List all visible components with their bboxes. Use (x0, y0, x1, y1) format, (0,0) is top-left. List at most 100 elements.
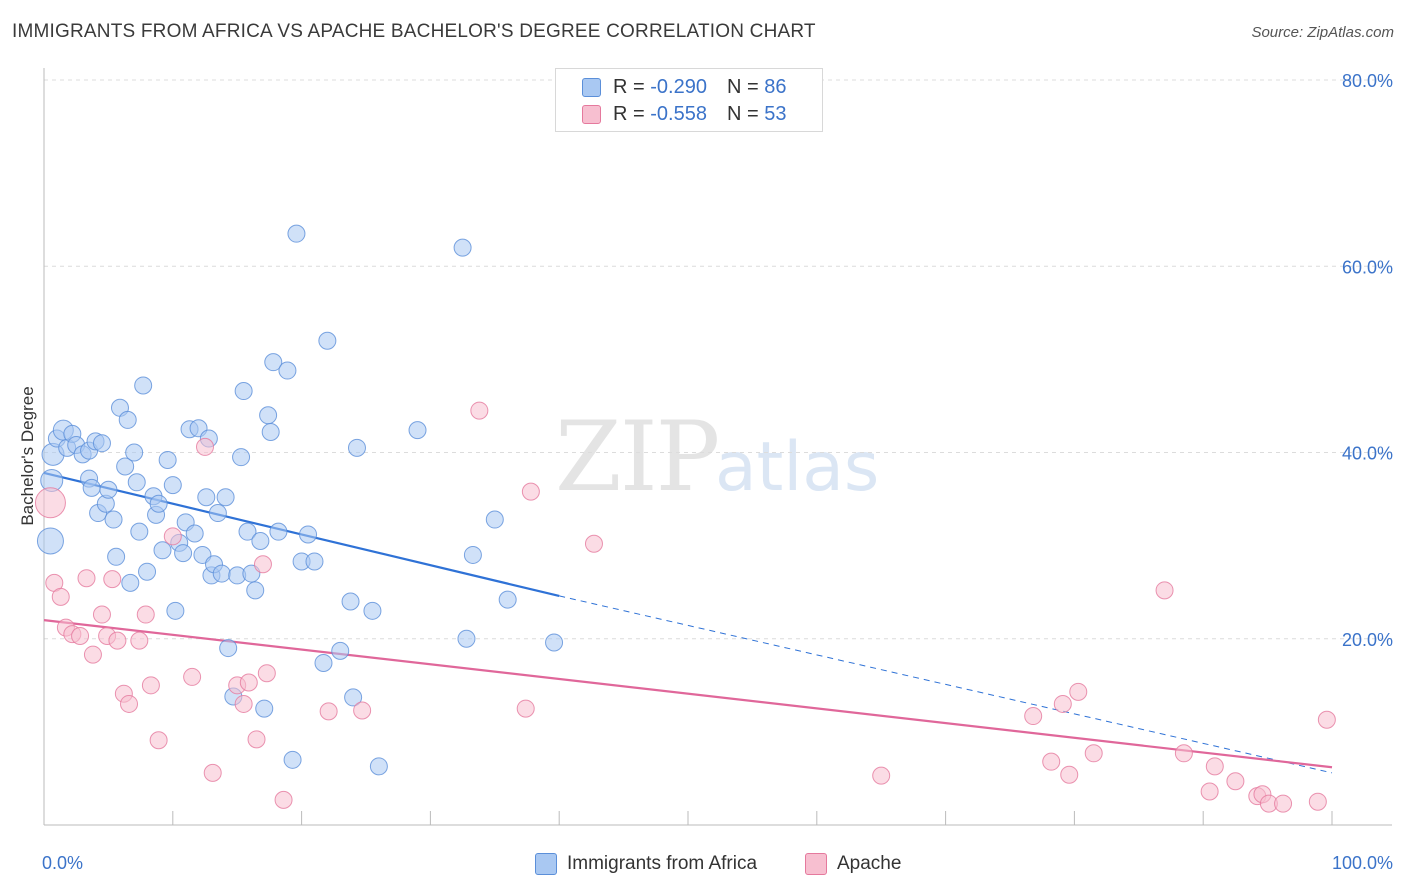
africa-point (234, 382, 253, 401)
legend-r-label: R = (613, 75, 645, 98)
africa-point (485, 510, 504, 529)
africa-point (232, 448, 251, 467)
legend-row-africa: R = -0.290 N = 86 (582, 74, 786, 100)
apache-point (274, 790, 293, 809)
africa-point (127, 473, 146, 492)
apache-point (1084, 744, 1103, 763)
apache-point (1069, 682, 1088, 701)
apache-point (470, 401, 489, 420)
africa-point (331, 641, 350, 660)
africa-point (344, 688, 363, 707)
chart-title: IMMIGRANTS FROM AFRICA VS APACHE BACHELO… (12, 21, 816, 42)
apache-point (92, 605, 111, 624)
africa-point (138, 562, 157, 581)
legend-n-value: 86 (764, 75, 787, 98)
africa-point (153, 541, 172, 560)
apache-point (51, 587, 70, 606)
gridlines (44, 79, 1392, 640)
africa-point (259, 406, 278, 425)
watermark: ZIP atlas (555, 401, 879, 513)
apache-point (521, 482, 540, 501)
bottom-legend-label-apache: Apache (837, 853, 902, 874)
apache-point (1200, 782, 1219, 801)
africa-point (283, 750, 302, 769)
apache-point (71, 626, 90, 645)
africa-point (219, 639, 238, 658)
legend-swatch-apache (582, 104, 601, 124)
apache-point (584, 534, 603, 553)
chart-source: Source: ZipAtlas.com (1251, 24, 1394, 41)
apache-point (130, 631, 149, 650)
watermark-atlas: atlas (715, 428, 879, 507)
apache-point (108, 631, 127, 650)
watermark-zip: ZIP (555, 401, 718, 513)
africa-point (149, 494, 168, 513)
legend-n-label: N = (726, 102, 759, 125)
africa-point (251, 531, 270, 550)
africa-point (134, 376, 153, 395)
apache-point (1053, 694, 1072, 713)
apache-point (1042, 752, 1061, 771)
data-points (34, 224, 1336, 813)
africa-point (99, 480, 118, 499)
apache-point (1317, 710, 1336, 729)
apache-point (1274, 794, 1293, 813)
legend-row-apache: R = -0.558 N = 53 (582, 101, 786, 127)
africa-point (287, 224, 306, 243)
africa-point (185, 524, 204, 543)
bottom-legend-africa: Immigrants from Africa (535, 852, 757, 876)
apache-point (34, 487, 66, 519)
africa-point (158, 450, 177, 469)
y-tick-label: 40.0% (1342, 444, 1393, 464)
trend-lines (43, 471, 1333, 774)
apache-point (183, 667, 202, 686)
africa-point (212, 564, 231, 583)
apache-point (103, 570, 122, 589)
apache-point (203, 763, 222, 782)
africa-point (104, 510, 123, 529)
x-tick-label: 100.0% (1332, 853, 1393, 873)
africa-point (314, 653, 333, 672)
africa-point (82, 478, 101, 497)
apache-point (253, 555, 272, 574)
africa-point (121, 573, 140, 592)
apache-point (136, 605, 155, 624)
africa-point (125, 443, 144, 462)
apache-point (141, 676, 160, 695)
apache-point (257, 664, 276, 683)
y-tick-label: 80.0% (1342, 71, 1393, 91)
africa-trend-extension (559, 595, 1333, 774)
legend-r-value: -0.558 (650, 102, 707, 125)
apache-point (163, 527, 182, 546)
apache-point (872, 766, 891, 785)
africa-point (318, 331, 337, 350)
africa-point (208, 504, 227, 523)
y-tick-label: 20.0% (1342, 630, 1393, 650)
legend-n-value: 53 (764, 102, 787, 125)
apache-point (1024, 707, 1043, 726)
africa-point (363, 601, 382, 620)
africa-point (269, 522, 288, 541)
apache-point (149, 731, 168, 750)
africa-point (457, 629, 476, 648)
apache-point (1060, 765, 1079, 784)
africa-point (107, 547, 126, 566)
africa-point (305, 552, 324, 571)
africa-point (130, 522, 149, 541)
apache-point (1174, 744, 1193, 763)
correlation-legend: R = -0.290 N = 86 R = -0.558 N = 53 (555, 68, 823, 132)
africa-point (116, 457, 135, 476)
bottom-legend-swatch-africa (535, 853, 557, 875)
apache-trend-line (43, 619, 1333, 769)
africa-point (463, 545, 482, 564)
apache-point (234, 694, 253, 713)
africa-point (408, 421, 427, 440)
africa-point (261, 423, 280, 442)
legend-n-label: N = (726, 75, 759, 98)
apache-point (196, 437, 214, 456)
apache-point (353, 701, 372, 720)
apache-point (319, 702, 338, 721)
africa-point (347, 438, 366, 457)
bottom-legend-label-africa: Immigrants from Africa (567, 853, 758, 874)
